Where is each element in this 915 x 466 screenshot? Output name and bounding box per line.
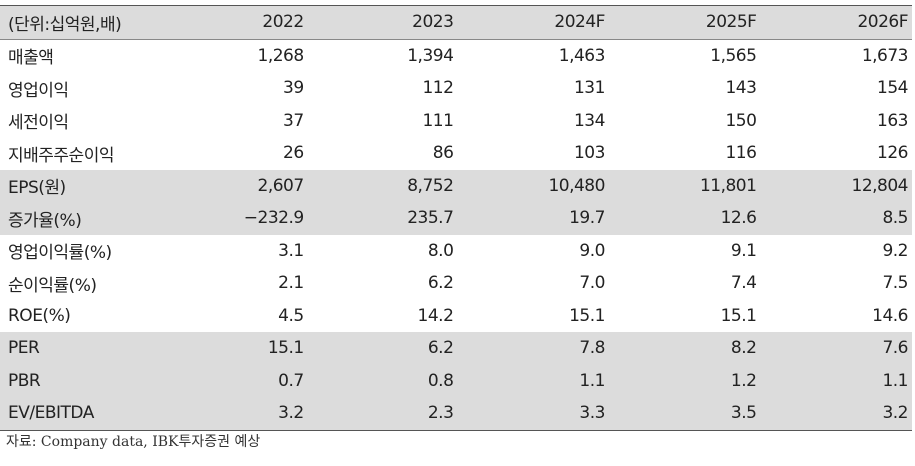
row-label: 증가율(%) [0,202,156,235]
cell: 0.8 [307,364,458,397]
source-note: 자료: Company data, IBK투자증권 예상 [6,434,261,450]
cell: 111 [422,110,454,131]
table-row: 매출액 1,268 1,394 1,463 1,565 1,673 [0,39,912,72]
cell: 8.2 [608,332,761,365]
cell: 154 [877,78,908,99]
table-row: 영업이익률(%) 3.1 8.0 9.0 9.1 9.2 [0,235,912,268]
cell: 2.3 [307,397,458,431]
table-row: PER 15.1 6.2 7.8 8.2 7.6 [0,332,912,365]
row-label: 영업이익률(%) [8,243,112,264]
cell: 8.0 [427,240,454,261]
row-label: 매출액 [8,48,54,69]
row-label: EPS(원) [0,169,156,202]
table-row: 영업이익 39 112 131 143 154 [0,72,912,105]
cell: 15.1 [720,305,757,326]
table-row: EV/EBITDA 3.2 2.3 3.3 3.5 3.2 [0,397,912,431]
cell: 126 [877,143,908,164]
cell: 26 [283,143,304,164]
cell: 1.1 [457,364,609,397]
cell: 86 [432,143,454,164]
table-row: EPS(원) 2,607 8,752 10,480 11,801 12,804 [0,169,912,202]
cell: 15.1 [569,305,605,326]
cell: 1.2 [608,364,761,397]
cell: 8,752 [307,169,458,202]
row-label: 세전이익 [8,113,69,134]
cell: 3.5 [608,397,761,431]
cell: 12.6 [608,202,761,235]
cell: 134 [573,110,605,131]
row-label: EV/EBITDA [0,397,156,431]
cell: 163 [877,110,908,131]
cell: 103 [573,143,605,164]
cell: 12,804 [760,169,912,202]
financial-table: (단위:십억원,배) 2022 2023 2024F 2025F 2026F 매출액 1,26… [0,5,912,431]
cell: 6.2 [307,332,458,365]
cell: 2024F [457,5,609,40]
row-label: 지배주주순이익 [8,145,114,166]
cell: 6.2 [427,273,454,294]
cell: 2023 [307,5,458,40]
cell: 4.5 [278,305,304,326]
table-row: PBR 0.7 0.8 1.1 1.2 1.1 [0,364,912,397]
cell: 14.6 [872,305,908,326]
cell: 1.1 [760,364,912,397]
cell: 14.2 [417,305,454,326]
row-label: 영업이익 [8,80,69,101]
cell: 7.5 [882,273,908,294]
cell: 19.7 [457,202,609,235]
table-row: 지배주주순이익 26 86 103 116 126 [0,137,912,170]
cell: 2.1 [278,273,304,294]
table-row: 순이익률(%) 2.1 6.2 7.0 7.4 7.5 [0,267,912,300]
cell: 150 [725,110,757,131]
cell: 0.7 [155,364,308,397]
table-row: 세전이익 37 111 134 150 163 [0,105,912,138]
cell: 11,801 [608,169,761,202]
cell: 131 [573,78,605,99]
cell: 235.7 [307,202,458,235]
cell: 7.8 [457,332,609,365]
cell: 15.1 [155,332,308,365]
cell: 112 [422,78,454,99]
row-label: (단위:십억원,배) [0,5,156,40]
table-body: (단위:십억원,배) 2022 2023 2024F 2025F 2026F 매출액 1,26… [0,5,912,431]
cell: 2022 [155,5,308,40]
cell: 7.0 [579,273,605,294]
cell: 3.2 [760,397,912,431]
table-wrap: (단위:십억원,배) 2022 2023 2024F 2025F 2026F 매출액 1,26… [0,5,915,431]
cell: 8.5 [760,202,912,235]
cell: 2,607 [155,169,308,202]
cell: 2025F [608,5,761,40]
table-row: (단위:십억원,배) 2022 2023 2024F 2025F 2026F [0,5,912,40]
cell: 9.0 [579,240,605,261]
cell: 3.3 [457,397,609,431]
cell: 1,394 [407,45,454,66]
cell: −232.9 [155,202,308,235]
cell: 143 [725,78,757,99]
table-row: 증가율(%) −232.9 235.7 19.7 12.6 8.5 [0,202,912,235]
row-label: ROE(%) [8,305,71,326]
cell: 39 [283,78,304,99]
row-label: PBR [0,364,156,397]
row-label: 순이익률(%) [8,275,97,296]
cell: 1,565 [710,45,757,66]
cell: 9.1 [730,240,757,261]
cell: 3.2 [155,397,308,431]
cell: 1,463 [558,45,606,66]
cell: 1,268 [257,45,305,66]
cell: 7.6 [760,332,912,365]
cell: 2026F [760,5,912,40]
row-label: PER [0,332,156,365]
cell: 9.2 [882,240,908,261]
table-row: ROE(%) 4.5 14.2 15.1 15.1 14.6 [0,300,912,333]
cell: 1,673 [861,45,909,66]
cell: 10,480 [457,169,609,202]
cell: 3.1 [278,240,304,261]
cell: 37 [283,110,304,131]
cell: 7.4 [730,273,757,294]
cell: 116 [725,143,757,164]
